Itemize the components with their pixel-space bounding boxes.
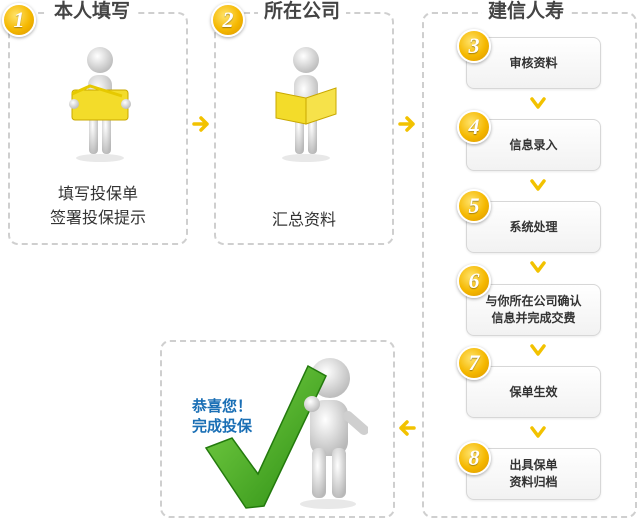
step-box-7: 保单生效 (466, 366, 601, 418)
panel-finale: 恭喜您！ 完成投保 (160, 340, 395, 518)
step-3-label: 审核资料 (509, 55, 558, 70)
congrats-line2: 完成投保 (191, 417, 252, 435)
panel-company-line1: 汇总资料 (271, 210, 336, 229)
step-badge-8: 8 (457, 441, 491, 475)
step-badge-1: 1 (2, 3, 36, 37)
step-6-label-line2: 信息并完成交费 (491, 311, 576, 325)
arrow-right-icon (192, 116, 209, 132)
step-box-6: 与你所在公司确认 信息并完成交费 (466, 284, 601, 336)
step-6-label-line1: 与你所在公司确认 (485, 294, 582, 308)
step-badge-3: 3 (457, 29, 491, 63)
panel-fill-in-line2: 签署投保提示 (49, 208, 146, 227)
panel-insurer-title: 建信人寿 (482, 0, 571, 22)
step-4-label: 信息录入 (509, 137, 558, 152)
step-box-3: 审核资料 (466, 37, 601, 89)
step-7-label: 保单生效 (509, 384, 558, 399)
arrow-down-icon (530, 426, 546, 438)
step-badge-7: 7 (457, 346, 491, 380)
panel-company-title: 所在公司 (258, 0, 347, 22)
panel-company: 所在公司 汇总资料 (214, 0, 394, 245)
panel-insurer: 建信人寿 (422, 0, 637, 518)
step-8-label-line1: 出具保单 (509, 458, 558, 472)
panel-fill-in-line1: 填写投保单 (57, 184, 138, 203)
panel-fill-in-title: 本人填写 (48, 0, 137, 22)
arrow-down-icon (530, 97, 546, 109)
step-badge-5: 5 (457, 189, 491, 223)
arrow-down-icon (530, 344, 546, 356)
panel-fill-in: 本人填写 填写投保单 签署投保提示 (8, 0, 188, 245)
person-holding-folder-icon (69, 47, 131, 162)
person-with-checkmark-icon (204, 358, 368, 509)
arrow-down-icon (530, 261, 546, 273)
arrow-left-icon (399, 420, 416, 436)
step-badge-6: 6 (457, 264, 491, 298)
arrow-down-icon (530, 179, 546, 191)
arrow-right-icon (398, 116, 415, 132)
step-badge-2: 2 (211, 3, 245, 37)
step-8-label-line2: 资料归档 (509, 475, 558, 489)
person-reading-book-icon (275, 47, 337, 162)
step-5-label: 系统处理 (509, 219, 558, 234)
step-badge-4: 4 (457, 110, 491, 144)
congrats-line1: 恭喜您！ (191, 397, 252, 415)
